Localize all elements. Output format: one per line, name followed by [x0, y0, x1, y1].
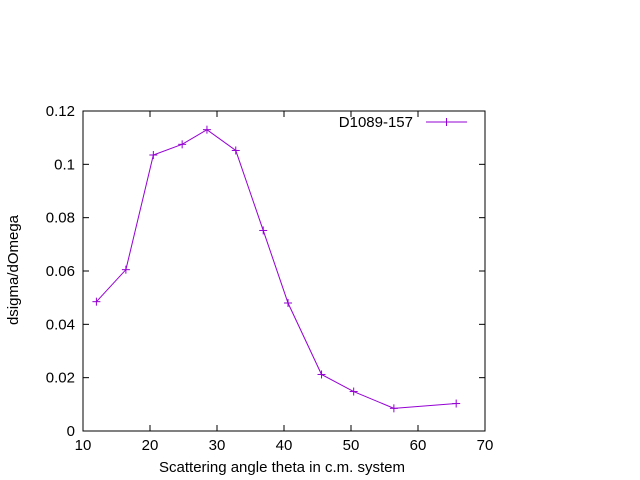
x-tick-label: 30 [209, 437, 226, 454]
x-tick-label: 50 [343, 437, 360, 454]
x-axis-label: Scattering angle theta in c.m. system [159, 459, 405, 476]
data-point [121, 265, 130, 274]
y-tick-label: 0.02 [46, 370, 75, 387]
data-point [317, 370, 326, 379]
plot-frame-rect [82, 110, 486, 432]
x-tick-label: 10 [75, 437, 92, 454]
legend-marker-series-1 [442, 118, 451, 126]
y-tick-label: 0 [67, 423, 75, 440]
data-point [284, 299, 293, 307]
data-point [178, 140, 187, 149]
y-tick-label: 0.1 [54, 156, 75, 173]
data-point [349, 387, 358, 396]
y-tick-label: 0.06 [46, 263, 75, 280]
y-tick-label: 0.04 [46, 316, 75, 333]
y-tick-label: 0.12 [46, 103, 75, 120]
data-point [389, 404, 398, 413]
data-point [92, 297, 101, 306]
data-point [202, 125, 211, 134]
x-tick-label: 70 [477, 437, 494, 454]
data-point [259, 226, 268, 235]
x-tick-label: 20 [142, 437, 159, 454]
y-tick-label: 0.08 [46, 210, 75, 227]
data-point [149, 151, 158, 159]
y-axis-ticks: 0 0.02 0.04 0.06 0.08 0.1 0.12 [46, 103, 485, 440]
legend-label-series-1: D1089-157 [339, 114, 413, 131]
x-tick-label: 60 [410, 437, 427, 454]
series-line [96, 129, 457, 409]
y-axis-label: dsigma/dOmega [5, 214, 22, 325]
data-point [231, 146, 240, 155]
data-point [452, 399, 461, 408]
x-tick-label: 40 [276, 437, 293, 454]
plot-frame [82, 110, 486, 432]
series-group [92, 125, 461, 413]
legend: D1089-157 [339, 114, 467, 131]
x-axis-ticks: 10 20 30 40 50 60 70 [75, 111, 494, 454]
